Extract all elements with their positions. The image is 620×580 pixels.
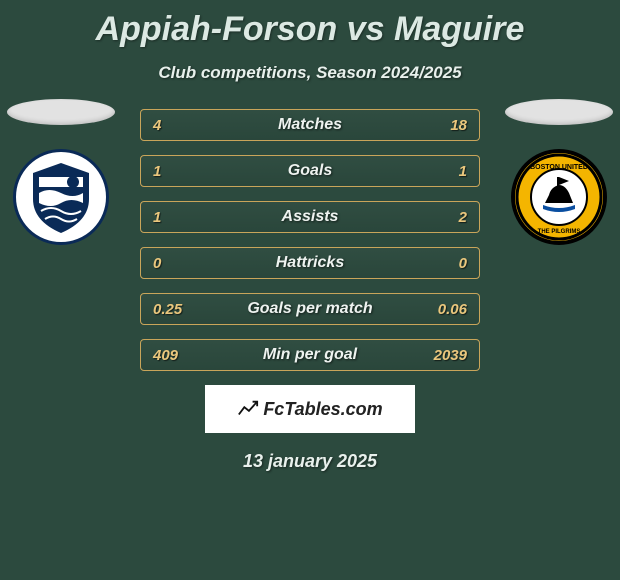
player-silhouette-right — [505, 99, 613, 125]
stat-label: Min per goal — [193, 346, 427, 364]
stat-right-value: 2 — [427, 209, 467, 226]
player-silhouette-left — [7, 99, 115, 125]
stat-row-assists: 1 Assists 2 — [140, 201, 480, 233]
boston-crest-icon: BOSTON UNITED THE PILGRIMS — [515, 153, 603, 241]
stat-label: Goals — [193, 162, 427, 180]
stat-left-value: 0 — [153, 255, 193, 272]
stat-rows: 4 Matches 18 1 Goals 1 1 Assists 2 0 Hat… — [140, 109, 480, 371]
stat-left-value: 4 — [153, 117, 193, 134]
right-player-col: BOSTON UNITED THE PILGRIMS — [504, 99, 614, 245]
comparison-panel: BOSTON UNITED THE PILGRIMS 4 Matches 18 … — [0, 109, 620, 379]
svg-text:BOSTON UNITED: BOSTON UNITED — [530, 164, 588, 171]
stat-row-hattricks: 0 Hattricks 0 — [140, 247, 480, 279]
stat-label: Matches — [193, 116, 427, 134]
stat-label: Assists — [193, 208, 427, 226]
stat-row-goals: 1 Goals 1 — [140, 155, 480, 187]
stat-row-matches: 4 Matches 18 — [140, 109, 480, 141]
southend-crest-icon — [21, 157, 101, 237]
brand-text: FcTables.com — [263, 399, 382, 420]
club-badge-boston: BOSTON UNITED THE PILGRIMS — [511, 149, 607, 245]
left-player-col — [6, 99, 116, 245]
stat-row-goals-per-match: 0.25 Goals per match 0.06 — [140, 293, 480, 325]
stat-label: Hattricks — [193, 254, 427, 272]
stat-right-value: 0 — [427, 255, 467, 272]
stat-left-value: 1 — [153, 163, 193, 180]
page-title: Appiah-Forson vs Maguire — [0, 0, 620, 49]
stat-right-value: 2039 — [427, 347, 467, 364]
fctables-brand[interactable]: FcTables.com — [205, 385, 415, 433]
stat-left-value: 409 — [153, 347, 193, 364]
stat-left-value: 1 — [153, 209, 193, 226]
svg-text:THE PILGRIMS: THE PILGRIMS — [538, 229, 581, 235]
stat-row-min-per-goal: 409 Min per goal 2039 — [140, 339, 480, 371]
club-badge-southend — [13, 149, 109, 245]
stat-right-value: 0.06 — [427, 301, 467, 318]
page-subtitle: Club competitions, Season 2024/2025 — [0, 63, 620, 83]
stat-right-value: 1 — [427, 163, 467, 180]
stat-left-value: 0.25 — [153, 301, 193, 318]
stat-right-value: 18 — [427, 117, 467, 134]
date-text: 13 january 2025 — [0, 451, 620, 472]
stat-label: Goals per match — [193, 300, 427, 318]
chart-icon — [237, 398, 259, 420]
